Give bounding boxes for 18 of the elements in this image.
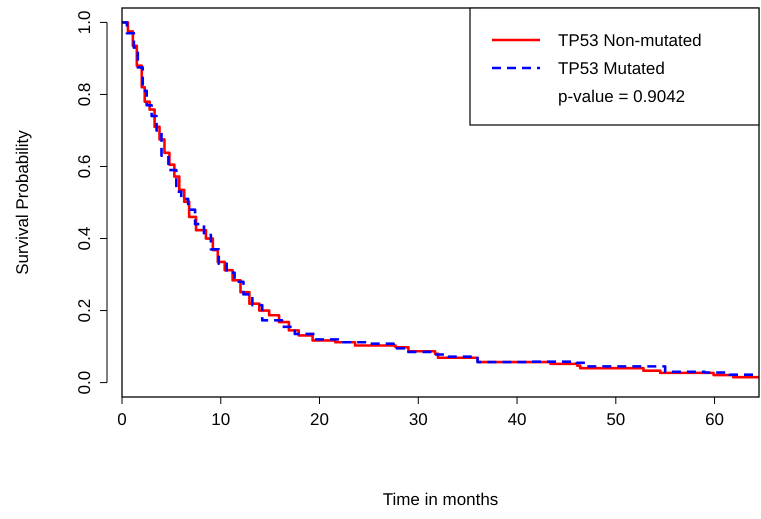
y-tick-label: 0.4 [75,226,94,250]
legend-label: TP53 Non-mutated [558,31,702,50]
y-tick-label: 1.0 [75,10,94,34]
legend-label: TP53 Mutated [558,59,665,78]
y-tick-label: 0.8 [75,82,94,106]
y-tick-label: 0.0 [75,370,94,394]
x-tick-label: 50 [606,410,626,429]
x-axis-title: Time in months [382,490,498,509]
y-tick-label: 0.6 [75,154,94,178]
x-tick-label: 10 [211,410,230,429]
x-tick-label: 60 [705,410,724,429]
y-axis-title: Survival Probability [13,130,32,275]
x-tick-label: 0 [117,410,127,429]
y-tick-label: 0.2 [75,298,94,322]
annotation: p-value = 0.9042 [558,87,686,106]
x-tick-label: 20 [310,410,329,429]
x-tick-label: 30 [408,410,428,429]
x-tick-label: 40 [508,410,526,429]
